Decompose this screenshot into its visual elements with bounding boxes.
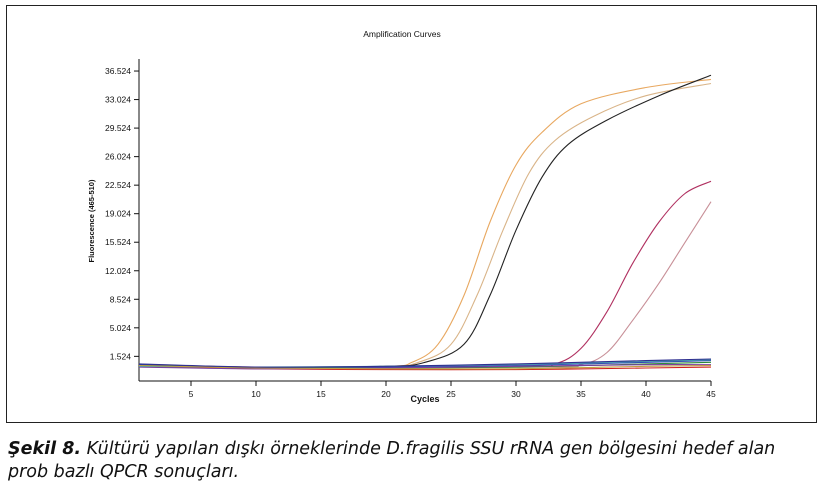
x-tick-label: 35 — [576, 389, 586, 399]
series-line-5 — [138, 201, 712, 368]
x-tick-label: 25 — [446, 389, 456, 399]
x-tick-label: 45 — [706, 389, 716, 399]
y-tick-label: 15.524 — [105, 237, 131, 247]
series-line-11 — [138, 364, 712, 370]
series-line-1 — [138, 78, 712, 368]
x-axis-label: Cycles — [410, 394, 439, 404]
y-axis-label: Fluorescence (465-510) — [87, 179, 96, 262]
x-tick-label: 40 — [641, 389, 651, 399]
x-tick-label: 30 — [511, 389, 521, 399]
y-tick-label: 19.024 — [105, 209, 131, 219]
x-tick-label: 10 — [251, 389, 261, 399]
series-line-2 — [138, 82, 712, 368]
plot-area: 1.524 5.024 8.524 12.024 15.524 19.024 22.524 2… — [105, 59, 716, 399]
y-tick-label: 36.524 — [105, 66, 131, 76]
x-tick-label: 15 — [316, 389, 326, 399]
y-tick-label: 12.024 — [105, 266, 131, 276]
series-line-12 — [138, 358, 712, 368]
y-tick-label: 29.524 — [105, 123, 131, 133]
figure-frame: Amplification Curves 1.524 5.024 8.524 12.0… — [6, 5, 817, 423]
y-tick-label: 1.524 — [110, 351, 132, 361]
series-line-9 — [138, 364, 712, 370]
series-line-4 — [138, 180, 712, 369]
amplification-chart: Amplification Curves 1.524 5.024 8.524 12.0… — [87, 29, 716, 404]
x-tick-label: 20 — [381, 389, 391, 399]
y-tick-label: 5.024 — [110, 323, 132, 333]
y-tick-label: 33.024 — [105, 95, 131, 105]
y-tick-label: 22.524 — [105, 180, 131, 190]
series-line-3 — [138, 74, 712, 368]
figure-caption: Şekil 8. Kültürü yapılan dışkı örnekleri… — [8, 438, 813, 484]
y-tick-label: 26.024 — [105, 152, 131, 162]
chart-title: Amplification Curves — [363, 29, 440, 39]
x-tick-label: 5 — [189, 389, 194, 399]
caption-text: Kültürü yapılan dışkı örneklerinde D.fra… — [8, 439, 776, 482]
y-tick-label: 8.524 — [110, 294, 132, 304]
caption-label: Şekil 8. — [8, 439, 82, 459]
